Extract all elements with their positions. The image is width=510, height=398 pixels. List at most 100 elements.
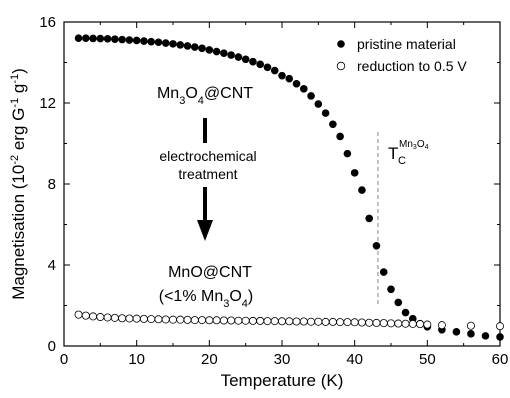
data-point-reduced bbox=[416, 320, 425, 329]
y-tick-label: 16 bbox=[39, 14, 56, 31]
data-point-reduced bbox=[190, 316, 199, 325]
data-point-pristine bbox=[74, 34, 83, 42]
data-point-pristine bbox=[191, 43, 199, 51]
data-point-reduced bbox=[437, 321, 446, 330]
annotation-tc: T C Mn3O4 bbox=[388, 139, 429, 167]
y-tick-label: 12 bbox=[39, 95, 56, 112]
data-point-pristine bbox=[140, 37, 148, 45]
y-tick-label: 8 bbox=[48, 176, 56, 193]
data-point-reduced bbox=[386, 319, 395, 328]
data-point-reduced bbox=[285, 317, 294, 326]
data-point-pristine bbox=[96, 34, 105, 43]
y-tick-label: 4 bbox=[48, 257, 56, 274]
data-point-pristine bbox=[292, 79, 301, 88]
data-point-reduced bbox=[336, 318, 345, 327]
series-pristine-points bbox=[74, 34, 504, 341]
data-point-reduced bbox=[270, 317, 279, 326]
data-point-pristine bbox=[307, 92, 315, 100]
data-point-pristine bbox=[161, 39, 170, 47]
data-point-reduced bbox=[241, 316, 250, 325]
data-point-pristine bbox=[285, 74, 294, 83]
data-point-pristine bbox=[263, 63, 272, 72]
data-point-reduced bbox=[89, 312, 98, 321]
x-tick-label: 50 bbox=[419, 351, 436, 368]
data-point-reduced bbox=[307, 317, 316, 326]
data-point-reduced bbox=[161, 315, 170, 324]
data-point-reduced bbox=[219, 316, 228, 325]
data-point-pristine bbox=[205, 46, 214, 54]
data-point-pristine bbox=[103, 35, 112, 43]
data-point-pristine bbox=[111, 35, 119, 44]
data-point-pristine bbox=[132, 36, 141, 45]
data-point-pristine bbox=[467, 330, 475, 338]
data-point-reduced bbox=[125, 314, 134, 323]
data-point-reduced bbox=[357, 318, 366, 327]
arrow-head bbox=[197, 220, 213, 241]
data-point-pristine bbox=[234, 53, 243, 61]
data-point-pristine bbox=[481, 332, 490, 340]
legend-marker-reduced bbox=[336, 61, 346, 71]
annotation-mn3o4-fraction: (<1% Mn3O4) bbox=[159, 288, 254, 310]
data-point-reduced bbox=[343, 318, 352, 327]
data-point-reduced bbox=[423, 320, 432, 329]
data-point-pristine bbox=[176, 41, 185, 49]
data-point-reduced bbox=[372, 318, 381, 327]
x-tick-label: 60 bbox=[492, 351, 509, 368]
data-point-reduced bbox=[379, 319, 388, 328]
data-point-reduced bbox=[110, 313, 119, 322]
data-point-reduced bbox=[321, 317, 330, 326]
annotation-mn3o4-cnt: Mn3O4@CNT bbox=[157, 85, 253, 107]
legend-label-pristine: pristine material bbox=[357, 36, 456, 52]
data-point-reduced bbox=[365, 318, 374, 327]
data-point-reduced bbox=[248, 316, 257, 325]
data-point-pristine bbox=[147, 37, 155, 46]
x-axis-title: Temperature (K) bbox=[221, 371, 344, 390]
data-point-reduced bbox=[139, 314, 148, 323]
x-tick-label: 0 bbox=[60, 351, 68, 368]
data-point-pristine bbox=[256, 60, 265, 69]
data-point-pristine bbox=[249, 57, 257, 66]
data-point-reduced bbox=[299, 317, 308, 326]
data-point-pristine bbox=[169, 40, 177, 48]
data-point-reduced bbox=[168, 315, 177, 324]
annotation-process-line2: treatment bbox=[178, 166, 237, 182]
data-point-pristine bbox=[125, 36, 134, 44]
data-point-reduced bbox=[394, 319, 403, 328]
tc-superscript: Mn3O4 bbox=[399, 139, 429, 151]
data-point-pristine bbox=[350, 169, 359, 177]
tc-subscript: C bbox=[398, 155, 406, 167]
data-point-pristine bbox=[343, 149, 352, 158]
data-point-pristine bbox=[394, 298, 403, 307]
data-point-pristine bbox=[321, 109, 330, 117]
data-point-reduced bbox=[328, 317, 337, 326]
data-point-reduced bbox=[132, 314, 141, 323]
axis-ticks bbox=[63, 21, 501, 347]
x-tick-label: 40 bbox=[346, 351, 363, 368]
data-point-pristine bbox=[314, 100, 323, 108]
data-point-reduced bbox=[74, 310, 83, 319]
data-point-reduced bbox=[205, 316, 214, 325]
data-point-reduced bbox=[118, 314, 127, 323]
data-point-reduced bbox=[495, 322, 504, 331]
data-point-pristine bbox=[387, 285, 395, 294]
data-point-pristine bbox=[220, 49, 228, 57]
data-point-pristine bbox=[241, 55, 250, 64]
data-point-reduced bbox=[401, 319, 410, 328]
data-point-reduced bbox=[350, 318, 359, 327]
legend: pristine material reduction to 0.5 V bbox=[336, 36, 467, 74]
data-point-reduced bbox=[183, 315, 192, 324]
annotation-mno-cnt: MnO@CNT bbox=[168, 264, 252, 281]
tc-main: T bbox=[388, 144, 398, 163]
data-point-reduced bbox=[103, 313, 112, 322]
data-point-reduced bbox=[234, 316, 243, 325]
data-point-reduced bbox=[227, 316, 236, 325]
x-tick-label: 10 bbox=[128, 351, 145, 368]
data-point-pristine bbox=[300, 85, 308, 93]
data-point-pristine bbox=[183, 42, 192, 50]
data-point-reduced bbox=[314, 317, 323, 326]
data-point-pristine bbox=[329, 120, 337, 129]
data-point-pristine bbox=[89, 34, 97, 43]
y-axis-title: Magnetisation (10-2 erg G-1 g-1) bbox=[9, 68, 28, 300]
legend-marker-pristine bbox=[337, 40, 345, 48]
data-point-reduced bbox=[292, 317, 301, 326]
